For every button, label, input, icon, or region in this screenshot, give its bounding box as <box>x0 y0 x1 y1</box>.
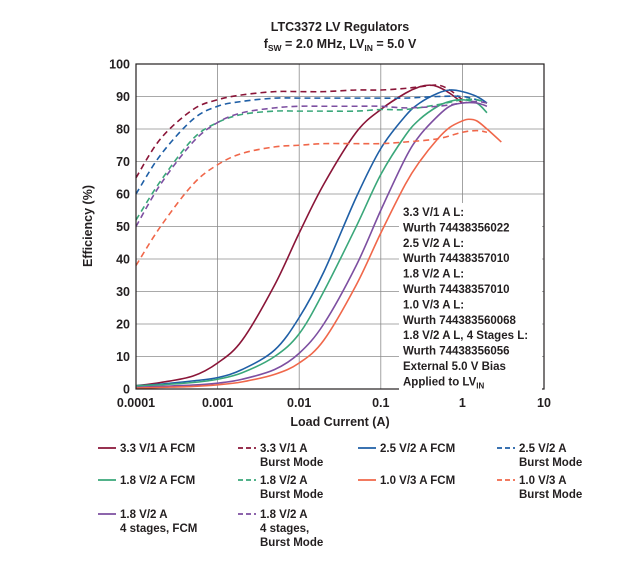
x-axis-label: Load Current (A) <box>290 415 389 429</box>
y-tick-labels: 0 10 20 30 40 50 60 70 80 90 100 <box>109 58 130 397</box>
y-tick-label: 80 <box>116 123 130 137</box>
y-tick-label: 20 <box>116 318 130 332</box>
y-tick-label: 40 <box>116 253 130 267</box>
series-layer <box>135 84 502 389</box>
series-line-5 <box>135 98 488 221</box>
annotation-line: Wurth 744383560068 <box>403 315 517 327</box>
series-line-1 <box>135 84 463 179</box>
annotation-line: 1.0 V/3 A L: <box>403 299 464 311</box>
annotation-line: Wurth 74438356056 <box>403 346 510 358</box>
chart-subtitle: fSW = 2.0 MHz, LVIN = 5.0 V <box>264 37 417 53</box>
annotation-background <box>399 203 542 392</box>
x-tick-labels: 0.0001 0.001 0.01 0.1 1 10 <box>117 396 551 410</box>
legend-label: 1.0 V/3 A FCM <box>380 475 455 487</box>
legend-label: 1.8 V/2 A <box>260 509 308 521</box>
plot-frame <box>135 63 545 390</box>
x-tick-label: 10 <box>537 396 551 410</box>
annotation-line: Applied to LVIN <box>403 376 484 390</box>
y-tick-label: 30 <box>116 285 130 299</box>
annotation-line: 1.8 V/2 A L: <box>403 269 464 281</box>
legend-label: 4 stages, <box>260 523 309 535</box>
y-tick-label: 90 <box>116 90 130 104</box>
x-tick-label: 0.1 <box>372 396 389 410</box>
y-tick-label: 0 <box>123 383 130 397</box>
legend-label: Burst Mode <box>519 457 582 469</box>
legend-label: 1.8 V/2 A FCM <box>120 475 195 487</box>
y-tick-label: 10 <box>116 350 130 364</box>
legend-label: 2.5 V/2 A <box>519 443 567 455</box>
legend-label: 1.0 V/3 A <box>519 475 567 487</box>
x-tick-label: 0.01 <box>287 396 311 410</box>
series-line-4 <box>135 98 488 387</box>
y-tick-label: 50 <box>116 220 130 234</box>
x-tick-label: 0.0001 <box>117 396 155 410</box>
chart-title: LTC3372 LV Regulators <box>271 20 410 34</box>
series-line-3 <box>135 95 488 195</box>
x-tick-label: 0.001 <box>202 396 233 410</box>
x-tick-label: 1 <box>459 396 466 410</box>
inductor-annotation: 3.3 V/1 A L: Wurth 74438356022 2.5 V/2 A L… <box>399 203 542 392</box>
annotation-line: 2.5 V/2 A L: <box>403 238 464 250</box>
legend-label: 1.8 V/2 A <box>120 509 168 521</box>
series-line-2 <box>135 89 488 387</box>
annotation-line: Wurth 74438357010 <box>403 284 510 296</box>
legend-label: Burst Mode <box>260 457 323 469</box>
legend-label: Burst Mode <box>260 537 323 549</box>
legend-label: 1.8 V/2 A <box>260 475 308 487</box>
annotation-line: 1.8 V/2 A L, 4 Stages L: <box>403 330 528 342</box>
annotation-line: 3.3 V/1 A L: <box>403 207 464 219</box>
y-axis-label: Efficiency (%) <box>81 185 95 267</box>
series-line-9 <box>135 129 488 266</box>
y-tick-label: 70 <box>116 155 130 169</box>
legend-label: 3.3 V/1 A <box>260 443 308 455</box>
y-tick-label: 100 <box>109 58 130 72</box>
legend-label: 2.5 V/2 A FCM <box>380 443 455 455</box>
legend: 3.3 V/1 A FCM 3.3 V/1 A Burst Mode 2.5 V/2 … <box>98 443 582 549</box>
y-tick-label: 60 <box>116 188 130 202</box>
series-line-7 <box>135 100 488 227</box>
legend-label: Burst Mode <box>519 489 582 501</box>
annotation-line: External 5.0 V Bias <box>403 361 506 373</box>
annotation-line: Wurth 74438356022 <box>403 222 510 234</box>
annotation-line: Wurth 74438357010 <box>403 253 510 265</box>
legend-label: Burst Mode <box>260 489 323 501</box>
legend-label: 4 stages, FCM <box>120 523 197 535</box>
legend-label: 3.3 V/1 A FCM <box>120 443 195 455</box>
series-line-8 <box>135 118 502 389</box>
